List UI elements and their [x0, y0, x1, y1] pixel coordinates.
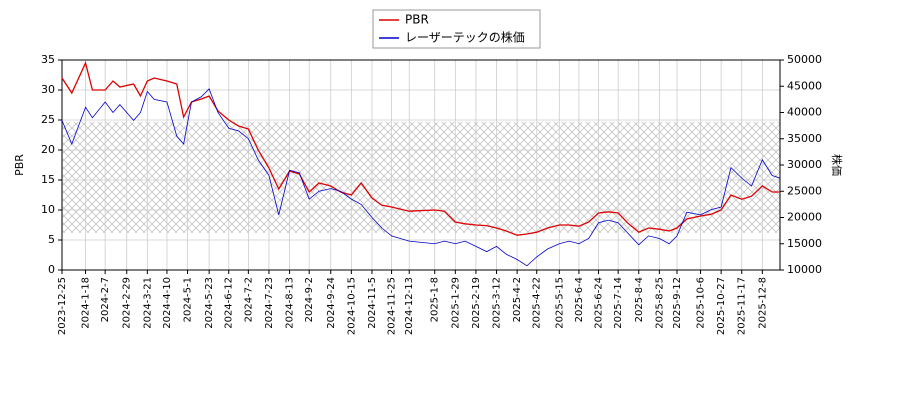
- x-tick-label: 2024-5-23: [204, 277, 215, 329]
- y-tick-label: 20: [41, 143, 55, 156]
- y2-tick-label: 15000: [787, 237, 822, 250]
- series-line: [61, 88, 781, 267]
- x-tick-label: 2025-2-19: [471, 277, 482, 329]
- x-tick-label: 2025-9-12: [672, 277, 683, 329]
- x-tick-label: 2025-6-24: [594, 277, 605, 329]
- x-tick-label: 2024-11-25: [387, 277, 398, 335]
- x-tick-label: 2024-5-1: [183, 277, 194, 322]
- x-tick-label: 2025-10-27: [716, 277, 727, 335]
- y2-axis-label: 株価: [830, 154, 844, 176]
- y2-tick-label: 50000: [787, 53, 822, 66]
- x-tick-label: 2025-10-6: [696, 277, 707, 329]
- x-tick-label: 2024-7-2: [243, 277, 254, 322]
- y2-tick-label: 35000: [787, 132, 822, 145]
- x-tick-label: 2025-6-4: [574, 277, 585, 322]
- x-tick-label: 2024-2-7: [100, 277, 111, 322]
- x-tick-label: 2025-1-8: [430, 277, 441, 322]
- y-tick-label: 25: [41, 113, 55, 126]
- y2-tick-label: 30000: [787, 158, 822, 171]
- x-tick-label: 2024-12-13: [404, 277, 415, 335]
- y2-tick-label: 20000: [787, 211, 822, 224]
- shaded-range: [62, 121, 780, 233]
- x-tick-label: 2025-1-29: [450, 277, 461, 329]
- plot-frame: [61, 59, 781, 271]
- x-tick-label: 2025-4-22: [532, 277, 543, 329]
- x-tick-label: 2025-8-25: [654, 277, 665, 329]
- y-tick-label: 0: [48, 263, 55, 276]
- x-tick-label: 2025-11-17: [737, 277, 748, 335]
- y2-tick-label: 45000: [787, 79, 822, 92]
- x-tick-label: 2024-11-5: [367, 277, 378, 329]
- y-tick-label: 30: [41, 83, 55, 96]
- series-line: [61, 61, 780, 236]
- x-tick-label: 2024-2-29: [122, 277, 133, 329]
- x-tick-label: 2024-6-12: [224, 277, 235, 329]
- x-tick-label: 2024-1-18: [81, 277, 92, 329]
- x-tick-label: 2025-8-4: [634, 277, 645, 322]
- y-tick-label: 35: [41, 53, 55, 66]
- x-tick-label: 2024-4-10: [162, 277, 173, 329]
- legend-label: PBR: [405, 13, 429, 27]
- x-tick-label: 2024-7-23: [264, 277, 275, 329]
- x-tick-label: 2025-3-12: [492, 277, 503, 329]
- legend: [372, 9, 541, 49]
- x-tick-label: 2025-12-8: [757, 277, 768, 329]
- y-tick-label: 10: [41, 203, 55, 216]
- x-tick-label: 2024-3-21: [142, 277, 153, 329]
- y2-tick-label: 40000: [787, 106, 822, 119]
- x-tick-label: 2024-9-24: [326, 277, 337, 329]
- x-tick-label: 2023-12-25: [57, 277, 68, 335]
- legend-label: レーザーテックの株価: [405, 30, 525, 45]
- x-tick-label: 2024-9-2: [304, 277, 315, 322]
- x-tick-label: 2025-4-2: [512, 277, 523, 322]
- y-axis-label: PBR: [13, 154, 26, 176]
- y2-tick-label: 25000: [787, 184, 822, 197]
- x-tick-label: 2025-5-15: [554, 277, 565, 329]
- x-tick-label: 2024-10-15: [346, 277, 357, 335]
- x-tick-label: 2024-8-13: [285, 277, 296, 329]
- y-tick-label: 15: [41, 173, 55, 186]
- y2-tick-label: 10000: [787, 263, 822, 276]
- x-tick-label: 2025-7-14: [613, 277, 624, 329]
- y-tick-label: 5: [48, 233, 55, 246]
